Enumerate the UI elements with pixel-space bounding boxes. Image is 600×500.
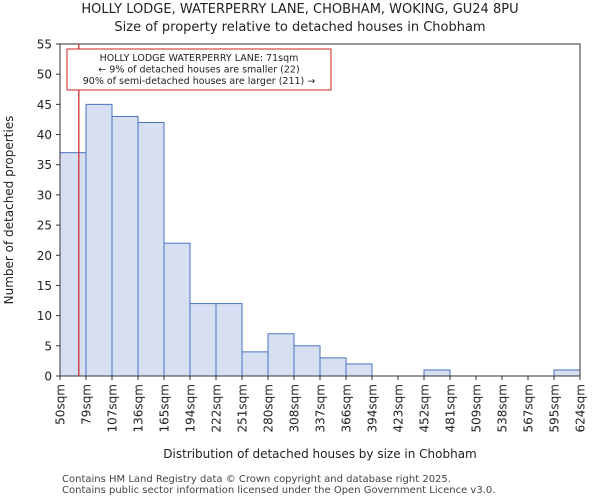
x-tick-label: 567sqm [522, 384, 536, 432]
x-tick-label: 251sqm [236, 384, 250, 432]
bar-194sqm [189, 303, 217, 377]
y-tick-label: 50 [37, 68, 52, 82]
bar-308sqm [293, 345, 321, 377]
plot-frame [59, 43, 581, 377]
annotation-box: HOLLY LODGE WATERPERRY LANE: 71sqm ← 9% … [66, 48, 332, 91]
y-tick-label: 30 [37, 188, 52, 202]
x-tick-label: 394sqm [366, 384, 380, 432]
x-axis-label: Distribution of detached houses by size … [163, 447, 477, 461]
footer-line-2: Contains public sector information licen… [62, 485, 496, 496]
bar-452sqm [423, 369, 451, 377]
x-tick-label: 481sqm [444, 384, 458, 432]
bar-280sqm [267, 333, 295, 377]
y-tick-label: 20 [37, 249, 52, 263]
x-tick-label: 136sqm [132, 384, 146, 432]
y-ticks-group: 0 5 10 15 20 25 30 35 40 45 50 55 [37, 38, 60, 384]
bar-79sqm [85, 103, 113, 377]
y-tick-label: 5 [44, 339, 52, 353]
bar-337sqm [319, 357, 347, 377]
x-tick-label: 509sqm [470, 384, 484, 432]
chart-subtitle: Size of property relative to detached ho… [114, 20, 486, 35]
x-tick-label: 280sqm [262, 384, 276, 432]
x-tick-label: 538sqm [496, 384, 510, 432]
x-tick-label: 337sqm [314, 384, 328, 432]
bar-136sqm [137, 121, 165, 377]
bar-107sqm [111, 115, 139, 377]
chart-title: HOLLY LODGE, WATERPERRY LANE, CHOBHAM, W… [81, 2, 519, 17]
y-tick-label: 55 [37, 38, 52, 52]
x-tick-label: 366sqm [340, 384, 354, 432]
x-tick-label: 222sqm [210, 384, 224, 432]
x-tick-label: 165sqm [158, 384, 172, 432]
bar-366sqm [345, 363, 373, 377]
footer-line-1: Contains HM Land Registry data © Crown c… [62, 474, 451, 485]
y-axis-label: Number of detached properties [2, 116, 16, 305]
x-tick-label: 595sqm [548, 384, 562, 432]
x-tick-label: 308sqm [288, 384, 302, 432]
bar-595sqm [553, 369, 581, 377]
bar-251sqm [241, 351, 269, 377]
y-tick-label: 10 [37, 309, 52, 323]
x-ticks-group: 50sqm 79sqm 107sqm 136sqm 165sqm 194sqm 222sqm… [54, 376, 588, 432]
annotation-rect [66, 48, 332, 91]
bar-165sqm [163, 242, 191, 377]
x-tick-label: 452sqm [418, 384, 432, 432]
x-tick-label: 50sqm [54, 384, 68, 425]
bar-222sqm [215, 303, 243, 377]
x-tick-label: 624sqm [574, 384, 588, 432]
y-tick-label: 35 [37, 158, 52, 172]
annotation-line-1: HOLLY LODGE WATERPERRY LANE: 71sqm [100, 53, 299, 64]
y-tick-label: 45 [37, 98, 52, 112]
x-tick-label: 79sqm [80, 384, 94, 425]
x-tick-label: 194sqm [184, 384, 198, 432]
bar-50sqm [59, 152, 87, 377]
annotation-line-2: ← 9% of detached houses are smaller (22) [98, 65, 299, 76]
x-tick-label: 107sqm [106, 384, 120, 432]
x-tick-label: 423sqm [392, 384, 406, 432]
annotation-line-3: 90% of semi-detached houses are larger (… [83, 76, 316, 87]
y-tick-label: 40 [37, 128, 52, 142]
y-tick-label: 15 [37, 279, 52, 293]
y-tick-label: 25 [37, 219, 52, 233]
bars-group [59, 103, 581, 377]
y-tick-label: 0 [44, 370, 52, 384]
